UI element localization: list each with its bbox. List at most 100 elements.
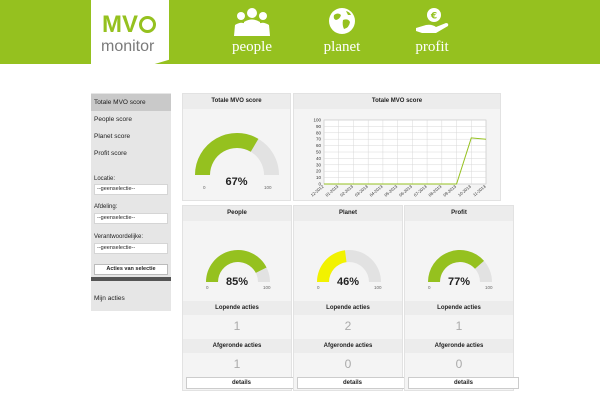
gauge-min: 0	[206, 285, 209, 290]
gauge-fill	[428, 250, 485, 282]
globe-icon	[329, 8, 355, 34]
chart-y-tick-label: 40	[316, 156, 322, 161]
verantwoordelijke-select[interactable]: --geenselectie--	[94, 243, 168, 254]
afgeronde-acties-count: 0	[344, 357, 352, 371]
gauge-min: 0	[317, 285, 320, 290]
sidebar-item-profit[interactable]: Profit score	[94, 150, 127, 157]
lopende-acties-label: Lopende acties	[294, 301, 402, 315]
euro-hand-icon: €	[416, 8, 449, 33]
section-title: Profit	[405, 206, 513, 221]
chart-y-tick-label: 0	[318, 182, 321, 187]
chart-x-tick-label: 08-2013	[427, 184, 443, 198]
verantwoordelijke-label: Verantwoordelijke:	[94, 234, 144, 240]
lopende-acties-label: Lopende acties	[183, 301, 291, 315]
chart-series-line	[324, 137, 487, 185]
details-button[interactable]: details	[408, 377, 519, 389]
sidebar: Totale MVO score People score Planet sco…	[91, 93, 171, 311]
people-gauge	[206, 250, 270, 282]
chart-x-tick-label: 11-2013	[472, 184, 487, 198]
totale-score-panel: Totale MVO score 67% 0 100	[182, 93, 291, 201]
chart-x-tick-label: 07-2013	[413, 184, 429, 198]
afgeronde-acties-label: Afgeronde acties	[294, 339, 402, 353]
gauge-max: 100	[485, 285, 493, 290]
chart-y-tick-label: 50	[316, 150, 322, 155]
gauge-max: 100	[374, 285, 382, 290]
planet-gauge	[317, 250, 381, 282]
sidebar-item-planet[interactable]: Planet score	[94, 133, 131, 140]
chart-x-tick-label: 12-2012	[310, 184, 326, 198]
chart-y-tick-label: 100	[313, 118, 321, 123]
afgeronde-acties-label: Afgeronde acties	[183, 339, 291, 353]
locatie-label: Locatie:	[94, 176, 116, 182]
chart-x-tick-label: 06-2013	[398, 184, 414, 198]
chart-x-tick-label: 03-2013	[354, 184, 370, 198]
gauge-min: 0	[428, 285, 431, 290]
afdeling-label: Afdeling:	[94, 204, 118, 210]
people-icon	[234, 8, 270, 36]
locatie-select[interactable]: --geenselectie--	[94, 184, 168, 195]
chart-y-tick-label: 10	[316, 175, 322, 180]
afgeronde-acties-label: Afgeronde acties	[405, 339, 513, 353]
sidebar-bottom	[91, 281, 171, 311]
logo-monitor-text: monitor	[101, 38, 155, 55]
details-button[interactable]: details	[297, 377, 408, 389]
totale-gauge-max: 100	[264, 185, 272, 190]
profit-panel: Profit 77% 0 100 Lopende acties 1 Afgero…	[404, 205, 519, 391]
totale-score-value: 67%	[225, 176, 248, 188]
people-panel: People 85% 0 100 Lopende acties 1 Afgero…	[182, 205, 297, 391]
sidebar-divider	[91, 277, 171, 281]
totale-score-title: Totale MVO score	[183, 94, 290, 109]
section-title: Planet	[294, 206, 402, 221]
totale-score-gauge	[195, 133, 279, 175]
gauge-fill	[317, 250, 347, 282]
chart-x-tick-label: 04-2013	[369, 184, 385, 198]
chart-x-tick-label: 09-2013	[442, 184, 458, 198]
chart-y-tick-label: 80	[316, 130, 322, 135]
nav-people[interactable]: people	[222, 0, 282, 64]
logo[interactable]: MV monitor	[91, 0, 169, 83]
lopende-acties-label: Lopende acties	[405, 301, 513, 315]
profit-score-value: 77%	[447, 276, 471, 288]
chart-y-tick-label: 20	[316, 169, 322, 174]
chart-x-tick-label: 01-2013	[324, 184, 340, 198]
totale-gauge-min: 0	[203, 185, 206, 190]
svg-text:€: €	[430, 12, 437, 22]
gauge-fill	[206, 250, 267, 282]
totale-score-chart-panel: Totale MVO score 0 10 20 30 40 50 60 70 80 90 100 1…	[293, 93, 501, 201]
sidebar-item-totale[interactable]: Totale MVO score	[91, 94, 171, 111]
afdeling-select[interactable]: --geenselectie--	[94, 213, 168, 224]
gauge-fill	[195, 133, 259, 175]
acties-van-selectie-button[interactable]: Acties van selectie	[94, 264, 168, 275]
nav-planet[interactable]: planet	[312, 0, 372, 64]
lopende-acties-count: 2	[344, 319, 352, 333]
nav-profit-label: profit	[415, 39, 449, 55]
gauge-max: 100	[263, 285, 271, 290]
nav-people-label: people	[232, 39, 272, 55]
planet-score-value: 46%	[336, 276, 360, 288]
top-header: people planet € profit	[0, 0, 600, 64]
details-button[interactable]: details	[186, 377, 297, 389]
chart-x-tick-label: 05-2013	[383, 184, 399, 198]
nav-planet-label: planet	[323, 39, 361, 55]
afgeronde-acties-count: 1	[233, 357, 241, 371]
chart-title: Totale MVO score	[294, 94, 500, 109]
lopende-acties-count: 1	[455, 319, 463, 333]
chart-y-tick-label: 60	[316, 143, 322, 148]
planet-panel: Planet 46% 0 100 Lopende acties 2 Afgero…	[293, 205, 408, 391]
mijn-acties-link[interactable]: Mijn acties	[94, 295, 125, 302]
section-title: People	[183, 206, 291, 221]
profit-gauge	[428, 250, 492, 282]
chart-x-tick-label: 10-2013	[457, 184, 473, 198]
sidebar-item-people[interactable]: People score	[94, 116, 132, 123]
chart-y-tick-label: 70	[316, 137, 322, 142]
lopende-acties-count: 1	[233, 319, 241, 333]
people-score-value: 85%	[225, 276, 249, 288]
afgeronde-acties-count: 0	[455, 357, 463, 371]
nav-profit[interactable]: € profit	[402, 0, 462, 64]
chart-y-tick-label: 30	[316, 162, 322, 167]
logo-mvo-text: MV	[102, 13, 156, 37]
logo-o-icon	[139, 16, 156, 33]
chart-y-tick-label: 90	[316, 124, 322, 129]
chart-x-tick-label: 02-2013	[339, 184, 355, 198]
